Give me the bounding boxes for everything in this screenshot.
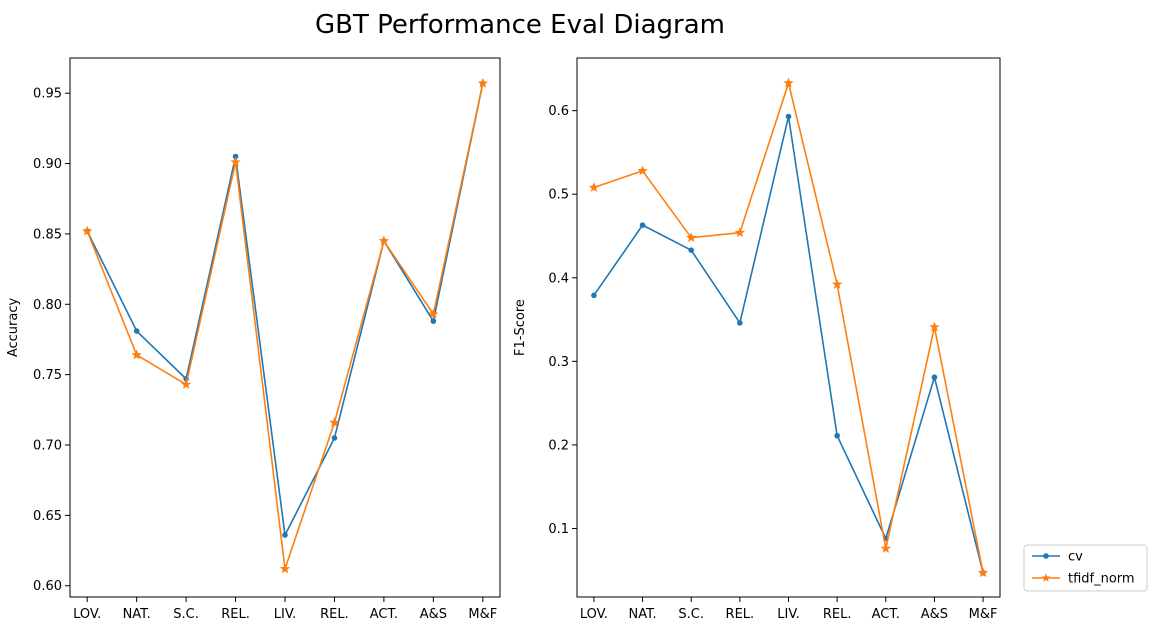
x-tick-label: LIV. <box>777 607 799 622</box>
legend-entry: tfidf_norm <box>1032 572 1135 587</box>
y-tick-label: 0.80 <box>33 298 62 313</box>
x-tick-label: ACT. <box>370 607 398 622</box>
y-tick-label: 0.75 <box>33 368 62 383</box>
y-tick-label: 0.5 <box>548 188 569 203</box>
chart-title: GBT Performance Eval Diagram <box>315 10 725 40</box>
x-tick-label: REL. <box>726 607 755 622</box>
data-point <box>737 320 743 326</box>
x-tick-label: LOV. <box>580 607 608 622</box>
x-tick-label: NAT. <box>628 607 656 622</box>
legend-label: tfidf_norm <box>1068 572 1135 587</box>
legend-marker <box>1043 553 1049 559</box>
data-point <box>977 567 989 578</box>
x-tick-label: M&F <box>468 607 497 622</box>
data-point <box>880 543 891 553</box>
data-point <box>834 432 840 439</box>
y-axis-label: Accuracy <box>6 298 21 358</box>
y-tick-label: 0.95 <box>33 87 62 102</box>
data-point <box>477 77 488 88</box>
panel-1: 0.60 0.65 0.70 0.75 0.80 0.85 0.90 0.95 LOV. NAT.… <box>6 57 501 622</box>
x-tick-label: M&F <box>969 607 998 622</box>
series-tfidf_norm <box>82 77 488 574</box>
y-tick-label: 0.4 <box>548 271 569 286</box>
data-point <box>82 225 93 236</box>
panel-2: 0.1 0.2 0.3 0.4 0.5 0.6 LOV. NAT. S.C. REL. LIV. RE… <box>513 57 1001 622</box>
x-tick-label: NAT. <box>123 607 151 622</box>
data-point <box>734 227 746 238</box>
x-tick-label: REL. <box>823 607 852 622</box>
y-tick-label: 0.3 <box>548 355 569 370</box>
x-tick-label: A&S <box>420 607 447 622</box>
x-tick-label: ACT. <box>872 607 900 622</box>
x-tick-label: S.C. <box>678 607 704 622</box>
data-point <box>329 417 340 427</box>
data-point <box>133 328 140 334</box>
data-point <box>428 308 439 319</box>
data-point <box>686 232 697 243</box>
data-point <box>783 77 794 88</box>
data-point <box>232 153 239 160</box>
x-tick-label: REL. <box>320 607 349 622</box>
data-point <box>230 156 241 167</box>
data-point <box>588 182 600 192</box>
y-tick-label: 0.1 <box>548 522 569 537</box>
axes-frame <box>576 57 1001 598</box>
data-point <box>430 318 437 324</box>
series-tfidf_norm <box>588 77 989 578</box>
y-tick-label: 0.70 <box>33 439 62 454</box>
data-point <box>931 374 938 381</box>
data-point <box>637 165 648 176</box>
y-tick-label: 0.60 <box>33 579 62 594</box>
axes-frame <box>69 57 501 598</box>
legend-label: cv <box>1068 550 1083 565</box>
data-point <box>639 222 646 228</box>
x-tick-label: A&S <box>921 607 948 622</box>
y-tick-label: 0.65 <box>33 509 62 524</box>
data-point <box>131 349 142 360</box>
y-tick-label: 0.2 <box>548 438 569 453</box>
legend: cv tfidf_norm <box>1023 544 1148 592</box>
data-point <box>378 235 390 246</box>
data-point <box>688 247 695 254</box>
data-point <box>282 532 288 538</box>
panels: 0.60 0.65 0.70 0.75 0.80 0.85 0.90 0.95 LOV. NAT.… <box>6 57 1001 622</box>
x-tick-label: LOV. <box>73 607 101 622</box>
y-tick-label: 0.85 <box>33 227 62 242</box>
x-tick-label: S.C. <box>173 607 199 622</box>
data-point <box>831 279 843 289</box>
y-tick-label: 0.6 <box>548 104 569 119</box>
data-point <box>180 379 192 389</box>
data-point <box>929 321 940 332</box>
data-point <box>591 292 597 299</box>
legend-entry: cv <box>1032 550 1083 565</box>
x-tick-label: LIV. <box>274 607 296 622</box>
x-tick-label: REL. <box>221 607 250 622</box>
legend-marker <box>1041 573 1051 582</box>
y-axis-label: F1-Score <box>513 299 528 356</box>
y-tick-label: 0.90 <box>33 157 62 172</box>
data-point <box>331 435 338 441</box>
data-point <box>785 113 792 120</box>
data-point <box>279 563 291 574</box>
